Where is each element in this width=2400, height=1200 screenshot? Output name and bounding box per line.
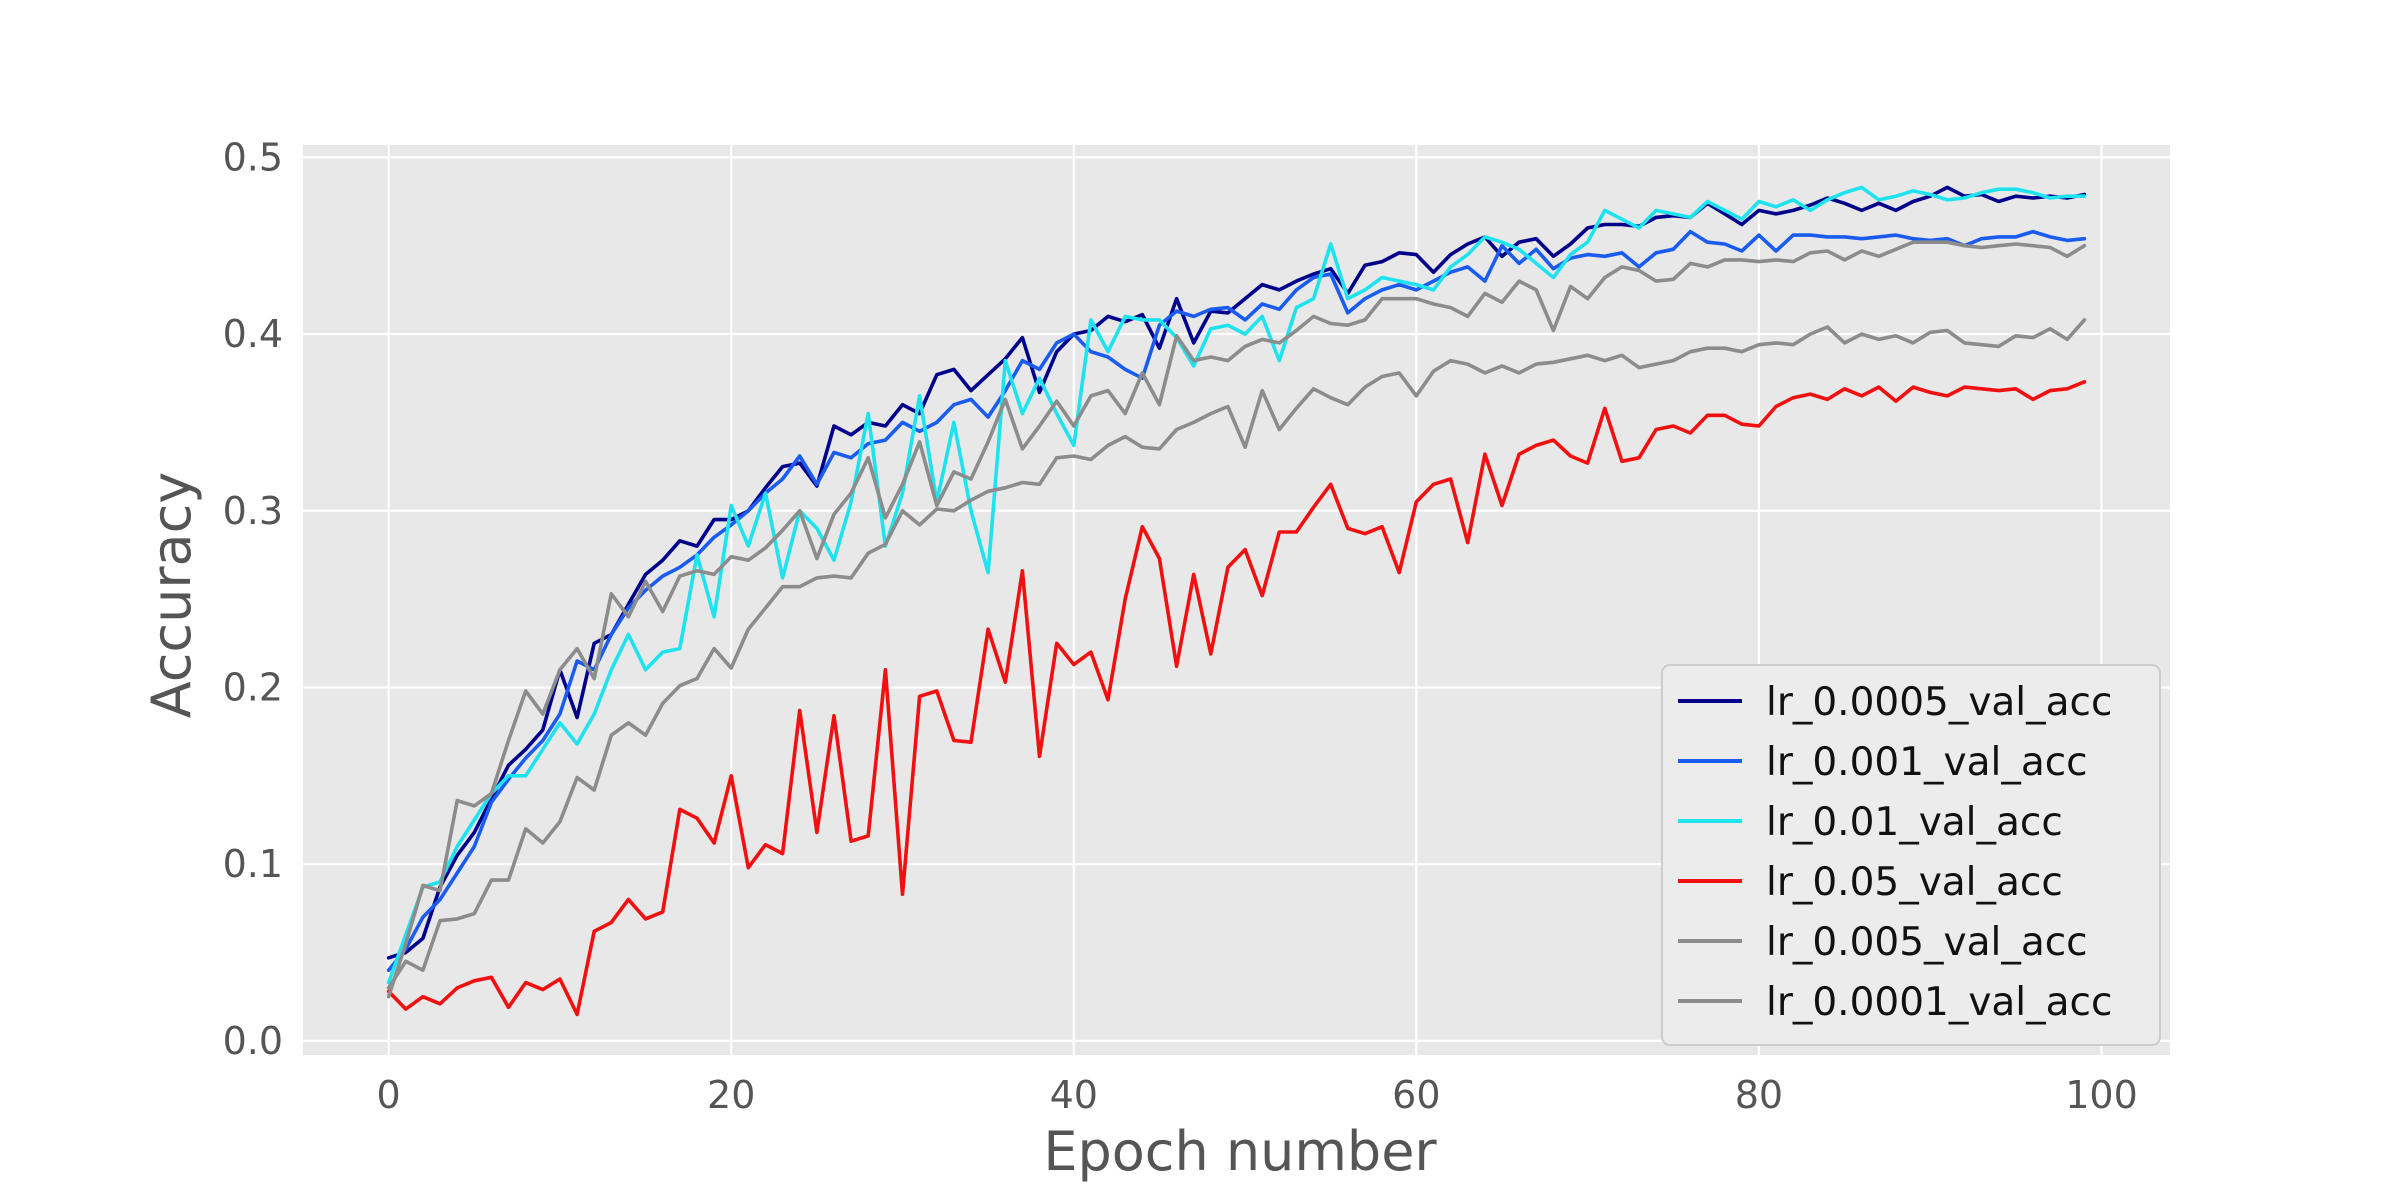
legend-label: lr_0.01_val_acc [1766,800,2063,845]
axis-ticks: 0 20 40 60 80 100 0.0 0.1 0.2 0.3 0.4 0.5 [223,135,2138,1117]
x-tick-label: 0 [377,1073,401,1117]
y-tick-label: 0.2 [223,665,283,709]
y-tick-label: 0.0 [223,1019,283,1063]
legend-box [1661,664,2161,1046]
x-tick-label: 40 [1050,1073,1098,1117]
x-axis-label: Epoch number [1043,1120,1437,1183]
legend-label: lr_0.001_val_acc [1766,740,2088,785]
series-line-lr_0.05_val_acc [386,379,2087,1017]
y-tick-label: 0.1 [223,842,283,886]
series-line-lr_0.01_val_acc [386,185,2087,985]
x-tick-label: 20 [707,1073,755,1117]
legend-label: lr_0.0005_val_acc [1766,680,2112,725]
legend-label: lr_0.005_val_acc [1766,920,2088,965]
series-line-lr_0.005_val_acc [386,318,2087,990]
x-tick-label: 80 [1735,1073,1783,1117]
legend-label: lr_0.0001_val_acc [1766,980,2112,1025]
series-line-lr_0.0005_val_acc [386,185,2087,960]
x-tick-label: 60 [1392,1073,1440,1117]
legend-label: lr_0.05_val_acc [1766,860,2063,905]
y-tick-label: 0.3 [223,489,283,533]
series-line-lr_0.0001_val_acc [386,240,2087,999]
series-layer [386,185,2087,1017]
y-axis-label: Accuracy [140,472,203,719]
legend: lr_0.0005_val_acc lr_0.001_val_acc lr_0.01… [1661,664,2161,1046]
x-tick-label: 100 [2065,1073,2138,1117]
series-line-lr_0.001_val_acc [386,229,2087,973]
y-tick-label: 0.4 [223,312,283,356]
y-tick-label: 0.5 [223,135,283,179]
